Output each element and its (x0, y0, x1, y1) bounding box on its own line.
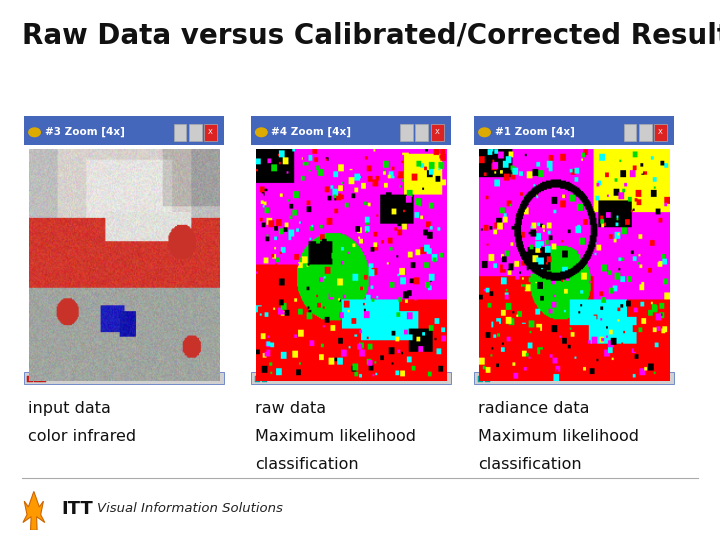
Text: input data: input data (28, 401, 111, 416)
Bar (24, 116, 224, 384)
Text: ITT: ITT (61, 500, 93, 518)
Bar (474, 116, 674, 384)
Bar (400, 124, 413, 141)
Text: Maximum likelihood: Maximum likelihood (255, 429, 416, 444)
Circle shape (29, 128, 40, 137)
Bar (251, 119, 451, 145)
Text: X: X (208, 129, 212, 136)
Bar (624, 124, 636, 141)
Bar (639, 124, 652, 141)
Bar (34, 376, 40, 382)
Text: classification: classification (255, 457, 359, 472)
Bar (174, 124, 186, 141)
Bar (474, 119, 674, 145)
Bar (251, 116, 451, 384)
Text: Visual Information Solutions: Visual Information Solutions (97, 502, 283, 515)
Bar (24, 145, 224, 384)
Bar (27, 376, 33, 382)
Text: classification: classification (478, 457, 582, 472)
Bar (251, 372, 451, 384)
Text: Raw Data versus Calibrated/Corrected Results: Raw Data versus Calibrated/Corrected Res… (22, 22, 720, 50)
Bar (431, 124, 444, 141)
Bar (204, 124, 217, 141)
Text: radiance data: radiance data (478, 401, 590, 416)
Bar (478, 376, 483, 382)
Circle shape (479, 128, 490, 137)
Circle shape (256, 128, 267, 137)
Text: X: X (435, 129, 439, 136)
Bar (474, 372, 674, 384)
Bar (251, 145, 451, 384)
Text: raw data: raw data (255, 401, 326, 416)
Text: color infrared: color infrared (28, 429, 136, 444)
Bar (415, 124, 428, 141)
Bar (255, 376, 260, 382)
Bar (24, 372, 224, 384)
Bar (474, 145, 674, 384)
Polygon shape (23, 491, 45, 530)
Text: Maximum likelihood: Maximum likelihood (478, 429, 639, 444)
Bar (262, 376, 267, 382)
Bar (485, 376, 490, 382)
Text: X: X (658, 129, 662, 136)
Text: #1 Zoom [4x]: #1 Zoom [4x] (495, 127, 575, 138)
Bar (40, 376, 46, 382)
Bar (654, 124, 667, 141)
Bar (189, 124, 202, 141)
Text: #4 Zoom [4x]: #4 Zoom [4x] (271, 127, 351, 138)
Text: #3 Zoom [4x]: #3 Zoom [4x] (45, 127, 125, 138)
Bar (24, 119, 224, 145)
